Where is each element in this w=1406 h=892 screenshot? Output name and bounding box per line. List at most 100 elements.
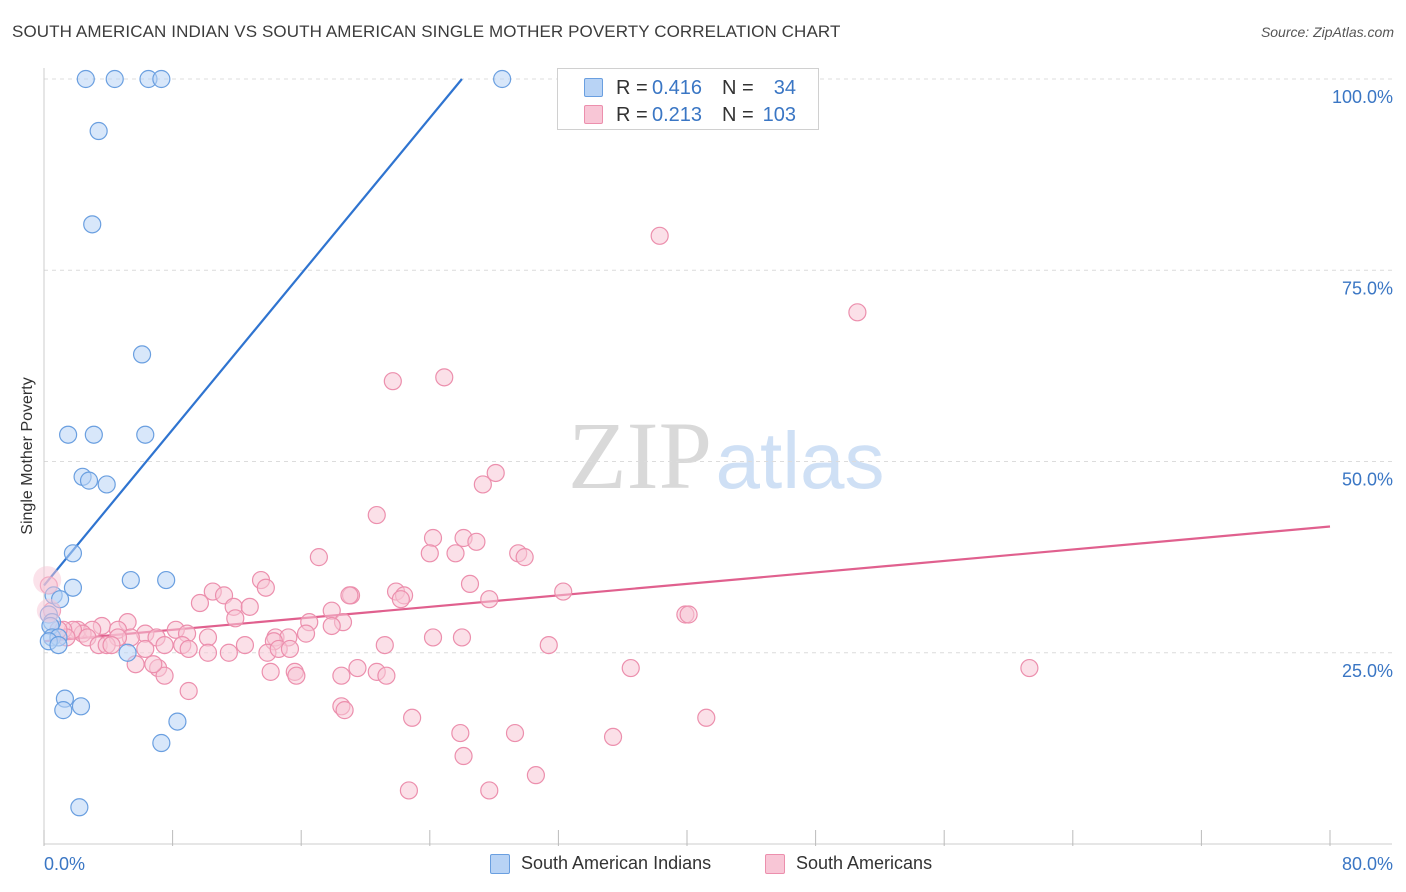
data-point-south-american-indians [152, 733, 171, 753]
data-point-south-americans [435, 368, 454, 387]
legend-r-label: R = [616, 104, 648, 126]
data-point-south-americans [198, 628, 218, 647]
y-tick-label: 50.0% [1342, 470, 1393, 490]
legend-swatch-pink [584, 105, 603, 124]
legend-swatch-blue [584, 78, 603, 97]
data-point-south-americans [446, 544, 465, 563]
watermark-atlas: atlas [716, 416, 885, 505]
data-point-south-american-indians [63, 544, 83, 563]
data-point-south-americans [280, 639, 300, 659]
y-tick-label: 100.0% [1332, 87, 1393, 107]
data-point-south-american-indians [121, 570, 140, 590]
trend-lines [43, 78, 1331, 643]
data-point-south-american-indians [136, 425, 155, 444]
data-point-south-americans [423, 528, 443, 548]
legend-n-label: N = [722, 104, 754, 126]
data-point-south-americans [399, 781, 419, 800]
data-points [33, 69, 1039, 817]
tick-labels: 25.0% 50.0% 75.0% 100.0% 0.0% 80.0% [44, 87, 1393, 874]
data-point-south-american-indians [89, 121, 108, 141]
data-point-south-american-indians [493, 69, 512, 89]
data-point-south-american-indians [54, 701, 73, 720]
data-point-south-americans [391, 590, 410, 609]
data-point-south-american-indians [70, 798, 89, 817]
data-point-south-american-indians [168, 712, 187, 731]
data-point-south-american-indians [83, 215, 102, 234]
data-point-south-americans [332, 666, 351, 685]
y-axis-label: Single Mother Poverty [19, 377, 36, 535]
data-point-south-americans [367, 505, 386, 525]
trend-line-south-americans [43, 525, 1331, 643]
y-tick-label: 25.0% [1342, 661, 1393, 681]
data-point-south-americans [287, 666, 306, 685]
watermark: ZIP atlas [568, 402, 884, 509]
legend-r-value: 0.213 [652, 104, 703, 126]
data-point-south-americans [420, 544, 439, 563]
data-point-south-americans [261, 662, 280, 681]
data-point-south-americans [539, 635, 558, 655]
data-point-south-americans [179, 681, 198, 701]
legend-n-value: 34 [773, 77, 796, 99]
data-point-south-americans [377, 666, 396, 685]
legend-n-value: 103 [762, 104, 796, 126]
data-point-south-american-indians [97, 475, 116, 494]
data-point-south-american-indians [152, 69, 171, 89]
y-tick-label: 75.0% [1342, 278, 1393, 298]
data-point-south-americans [526, 766, 545, 785]
data-point-south-american-indians [132, 345, 152, 364]
data-point-south-americans [554, 582, 573, 601]
data-point-south-americans [219, 643, 238, 662]
data-point-south-americans [190, 593, 210, 613]
data-point-south-americans [423, 628, 443, 647]
data-point-south-americans [296, 624, 316, 643]
data-point-south-americans [226, 609, 245, 628]
x-tick-label: 0.0% [44, 854, 85, 874]
data-point-south-american-indians [84, 425, 103, 444]
legend-r-label: R = [616, 77, 648, 99]
legend-label: South Americans [796, 853, 933, 873]
data-point-south-americans [603, 727, 623, 747]
data-point-south-americans [179, 639, 198, 659]
data-point-south-americans [451, 723, 470, 743]
legend-swatch-pink [765, 854, 785, 874]
data-point-south-americans [460, 574, 480, 594]
data-point-south-americans [480, 590, 499, 609]
data-point-south-americans [505, 723, 525, 743]
data-point-south-american-indians [63, 578, 83, 597]
data-point-south-americans [136, 639, 155, 659]
data-point-south-americans [335, 701, 354, 720]
data-point-south-american-indians [105, 69, 124, 89]
data-point-south-americans [340, 586, 359, 605]
data-point-south-americans [679, 605, 698, 624]
data-point-south-americans [403, 708, 422, 727]
legend-swatch-blue [490, 854, 510, 874]
data-point-south-americans [383, 372, 402, 391]
x-tick-label: 80.0% [1342, 854, 1393, 874]
data-point-south-american-indians [118, 643, 137, 662]
data-point-south-americans [198, 643, 218, 662]
chart-title: SOUTH AMERICAN INDIAN VS SOUTH AMERICAN … [12, 22, 841, 41]
data-point-south-americans [515, 548, 534, 567]
data-point-south-american-indians [76, 69, 95, 89]
data-point-south-americans [452, 628, 472, 647]
data-point-south-americans [454, 746, 473, 766]
watermark-zip: ZIP [568, 402, 712, 509]
legend-label: South American Indians [521, 853, 712, 873]
data-point-south-americans [155, 666, 174, 685]
data-point-south-americans [348, 658, 367, 678]
data-point-south-americans [322, 616, 341, 636]
legend-r-value: 0.416 [652, 77, 703, 99]
legend-n-label: N = [722, 77, 754, 99]
data-point-south-americans [155, 635, 174, 655]
data-point-south-american-indians [79, 471, 99, 490]
data-point-south-american-indians [49, 635, 68, 655]
data-point-south-americans [240, 597, 259, 616]
data-point-south-americans [375, 635, 394, 655]
data-point-south-americans [102, 635, 121, 655]
data-point-south-americans [848, 303, 867, 322]
data-point-south-americans [650, 226, 669, 245]
data-point-south-americans [144, 655, 163, 674]
data-point-south-americans [256, 578, 275, 597]
data-point-south-americans [235, 635, 255, 655]
